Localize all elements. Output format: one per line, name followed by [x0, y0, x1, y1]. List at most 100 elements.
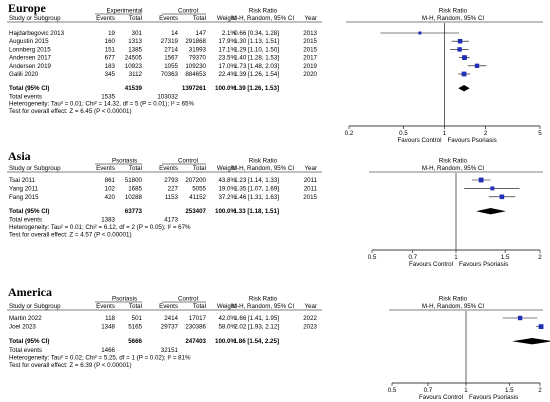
group1-events: 861 [105, 177, 116, 184]
study-ci: 1.29 [1.10, 1.50] [234, 46, 279, 53]
study-weight: 17.0% [218, 63, 236, 70]
weight-header: Weight [217, 165, 236, 172]
group2-events: 1055 [164, 63, 178, 70]
x-tick-label: 2 [484, 130, 488, 137]
study-ci: 1.35 [1.07, 1.69] [234, 185, 279, 192]
x-tick-label: 2 [538, 387, 542, 394]
group2-total: 5055 [192, 185, 206, 192]
x-tick-label: 1 [454, 254, 458, 261]
total-ci: 1.39 [1.26, 1.53] [234, 85, 279, 92]
study-ci: 1.73 [1.48, 2.03] [234, 63, 279, 70]
group1-total-events: 1466 [101, 347, 115, 354]
x-tick-label: 0.5 [399, 130, 408, 137]
total-weight: 100.0% [215, 208, 236, 215]
group2-total-header: Total [193, 15, 206, 22]
group1-total: 5165 [128, 324, 142, 331]
group1-events: 1348 [101, 324, 115, 331]
group2-total: 31993 [189, 46, 207, 53]
group2-total: 207200 [185, 177, 206, 184]
group2-total: 230386 [185, 324, 206, 331]
total-ci: 1.86 [1.54, 2.25] [234, 338, 279, 345]
x-tick-label: 2 [538, 254, 542, 261]
study-marker [457, 38, 463, 44]
study-marker [517, 315, 523, 321]
heterogeneity-text: Heterogeneity: Tau² = 0.01; Chi² = 14.32… [9, 101, 194, 108]
group1-events-header: Events [96, 15, 115, 22]
group1-events: 183 [105, 63, 116, 70]
favours-left-label: Favours Control [397, 137, 441, 144]
group1-events: 118 [105, 315, 115, 322]
risk-ratio-plot-header: Risk Ratio [439, 296, 468, 303]
group2-events-header: Events [159, 15, 178, 22]
group2-total-events: 32151 [161, 347, 179, 354]
group1-total-sum: 5666 [128, 338, 142, 345]
study-weight: 58.0% [218, 324, 236, 331]
study-year: 2011 [304, 177, 318, 184]
group2-total: 79370 [189, 55, 207, 62]
group2-total-sum: 1397261 [182, 85, 207, 92]
study-column-header: Study or Subgroup [9, 165, 61, 172]
study-year: 2011 [304, 185, 318, 192]
study-marker [461, 71, 467, 77]
group2-events: 1153 [165, 194, 179, 201]
total-ci: 1.33 [1.18, 1.51] [234, 208, 279, 215]
study-weight: 37.2% [218, 194, 236, 201]
study-year: 2023 [303, 324, 317, 331]
study-ci: 1.23 [1.14, 1.33] [234, 177, 279, 184]
group1-events-header: Events [96, 303, 115, 310]
overall-effect-text: Test for overall effect: Z = 6.39 (P < 0… [9, 362, 132, 369]
group1-total-events: 1383 [101, 217, 115, 224]
group1-total: 1313 [128, 38, 142, 45]
study-name: Andersen 2019 [9, 63, 52, 70]
study-name: Galili 2020 [9, 71, 39, 78]
group2-total-sum: 253407 [185, 208, 206, 215]
favours-left-label: Favours Control [419, 394, 463, 401]
study-weight: 23.5% [218, 55, 236, 62]
group2-total: 291868 [185, 38, 206, 45]
group1-events: 677 [105, 55, 116, 62]
group1-events: 160 [105, 38, 116, 45]
group2-header: Control [178, 158, 198, 165]
x-tick-label: 1 [464, 387, 468, 394]
study-name: Andersen 2017 [9, 55, 52, 62]
overall-effect-text: Test for overall effect: Z = 4.57 (P < 0… [9, 231, 132, 238]
x-tick-label: 0.2 [345, 130, 354, 137]
group2-total: 17017 [189, 315, 207, 322]
group1-events: 102 [105, 185, 116, 192]
study-marker [462, 55, 467, 60]
study-year: 2015 [303, 46, 317, 53]
group2-events-header: Events [159, 165, 178, 172]
group1-events-header: Events [96, 165, 115, 172]
panel-title-asia: Asia [8, 149, 31, 163]
total-label: Total (95% CI) [9, 85, 49, 92]
x-tick-label: 0.5 [368, 254, 377, 261]
ci-method-header: M-H, Random, 95% CI [232, 165, 295, 172]
study-marker [499, 194, 505, 200]
x-tick-label: 1 [443, 130, 447, 137]
group1-total-sum: 63773 [125, 208, 143, 215]
group1-total-sum: 41539 [125, 85, 143, 92]
group2-total: 109230 [185, 63, 206, 70]
favours-left-label: Favours Control [409, 261, 453, 268]
group1-total: 1685 [128, 185, 142, 192]
study-ci: 1.30 [1.13, 1.51] [234, 38, 279, 45]
study-name: Martin 2022 [9, 315, 42, 322]
study-weight: 19.0% [218, 185, 236, 192]
group2-header: Control [178, 296, 198, 303]
study-weight: 2.1% [222, 30, 237, 37]
study-year: 2015 [303, 38, 317, 45]
risk-ratio-header: Risk Ratio [249, 296, 278, 303]
study-ci: 2.02 [1.93, 2.12] [234, 324, 279, 331]
study-weight: 17.1% [218, 46, 236, 53]
x-tick-label: 0.5 [388, 387, 397, 394]
year-header: Year [304, 303, 317, 310]
study-weight: 43.8% [218, 177, 236, 184]
total-label: Total (95% CI) [9, 338, 49, 345]
ci-method-header: M-H, Random, 95% CI [232, 15, 295, 22]
x-tick-label: 1.5 [505, 387, 514, 394]
group2-events: 227 [168, 185, 179, 192]
plot-method-header: M-H, Random, 95% CI [422, 303, 485, 310]
group1-total: 1385 [128, 46, 142, 53]
study-name: Yang 2011 [9, 185, 39, 192]
overall-effect-text: Test for overall effect: Z = 6.45 (P < 0… [9, 108, 132, 115]
